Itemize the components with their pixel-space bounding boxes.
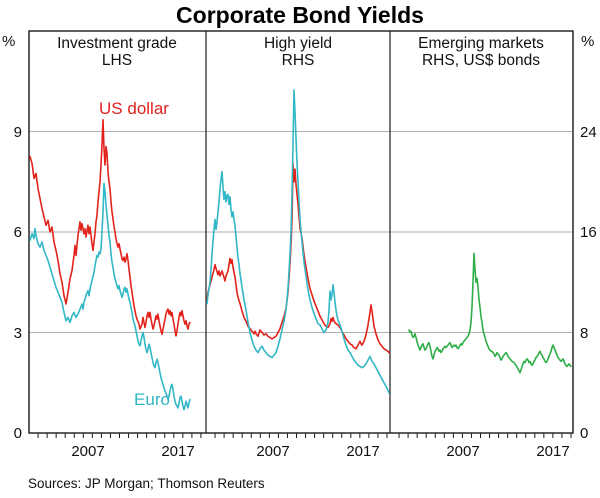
left-axis-ticklabel: 0 [13, 425, 22, 442]
series-label-us-dollar: US dollar [99, 99, 169, 118]
panel-header-line1: Emerging markets [418, 35, 544, 52]
right-axis-ticklabel: 16 [580, 224, 597, 241]
panel-header-line2: RHS [281, 52, 315, 69]
x-axis-year-label: 2017 [346, 443, 380, 460]
plot-frame [28, 30, 574, 434]
right-axis-unit: % [581, 33, 595, 50]
line-series-emerging-markets [408, 252, 572, 374]
panel-header-line1: Investment grade [57, 35, 177, 52]
left-axis-ticklabel: 3 [13, 324, 22, 342]
panel-header-line2: RHS, US$ bonds [421, 52, 541, 69]
right-axis-ticklabel: 0 [580, 425, 589, 442]
series-label-euro: Euro [134, 390, 170, 409]
x-axis-year-label: 2017 [161, 443, 195, 460]
line-series-euro [206, 89, 390, 394]
right-axis-ticklabel: 8 [580, 324, 589, 342]
panel-header-high-yield: High yield RHS [213, 35, 383, 69]
sources-note: Sources: JP Morgan; Thomson Reuters [28, 476, 265, 491]
x-axis-year-label: 2007 [446, 443, 480, 460]
chart-title: Corporate Bond Yields [176, 2, 424, 28]
line-series-us-dollar [29, 119, 191, 337]
panel-header-line1: High yield [263, 35, 333, 52]
panel-header-line2: LHS [101, 52, 133, 69]
panel-header-investment-grade: Investment grade LHS [32, 35, 202, 69]
left-axis-unit: % [2, 33, 16, 50]
line-series-euro [29, 182, 191, 411]
right-axis-ticklabel: 24 [580, 123, 597, 141]
x-axis-year-label: 2007 [256, 443, 290, 460]
x-axis-year-label: 2017 [536, 443, 570, 460]
line-series-us-dollar [206, 162, 390, 354]
x-axis-year-label: 2007 [71, 443, 105, 460]
left-axis-ticklabel: 6 [13, 224, 22, 241]
panel-header-emerging-markets: Emerging markets RHS, US$ bonds [396, 35, 566, 69]
left-axis-ticklabel: 9 [13, 123, 22, 141]
